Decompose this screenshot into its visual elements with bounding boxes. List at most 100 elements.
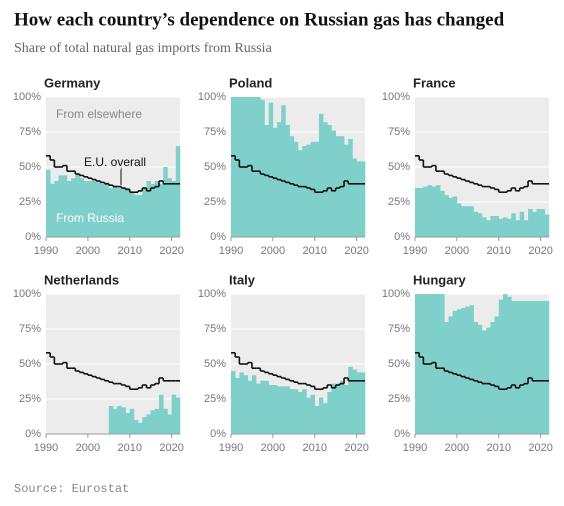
russia-share-bar [444,322,449,434]
y-tick-label: 75% [388,323,410,335]
x-tick-label: 2000 [445,442,469,454]
russia-share-bar [293,141,299,237]
y-tick-label: 100% [382,288,410,300]
russia-share-bar [494,316,500,434]
y-tick-label: 100% [382,91,410,103]
russia-share-bar [125,413,131,434]
panel-title: Netherlands [44,272,119,287]
russia-share-bar [71,178,76,237]
y-tick-label: 0% [25,428,41,440]
russia-share-bar [108,406,114,434]
x-tick-label: 1990 [34,245,58,257]
russia-share-bar [469,206,474,237]
russia-share-bar [523,220,529,237]
russia-share-bar [344,385,349,434]
x-tick-label: 2020 [344,442,368,454]
russia-share-bar [171,394,177,434]
x-tick-label: 2020 [528,442,552,454]
page-title: How each country’s dependence on Russian… [14,9,505,30]
russia-share-bar [536,209,541,237]
russia-share-bar [456,309,462,434]
y-tick-label: 0% [394,231,410,243]
x-tick-label: 1990 [219,442,243,454]
russia-share-bar [79,178,84,237]
russia-share-bar [306,397,311,434]
y-tick-label: 100% [13,288,41,300]
russia-share-bar [117,188,122,237]
source: Source: Eurostat [14,482,129,496]
russia-share-bar [486,220,491,237]
panel-title: Hungary [413,272,467,287]
russia-share-bar [171,181,177,237]
russia-share-bar [519,211,525,237]
russia-share-bar [498,299,504,434]
russia-share-bar [528,209,533,237]
russia-share-bar [335,383,341,434]
y-tick-label: 100% [13,91,41,103]
x-tick-label: 2000 [261,442,285,454]
y-tick-label: 25% [388,393,410,405]
y-tick-label: 0% [394,428,410,440]
y-tick-label: 75% [19,323,41,335]
russia-share-bar [465,206,470,237]
russia-share-bar [268,102,274,237]
x-tick-label: 1990 [403,245,427,257]
panel-title: Germany [44,75,101,90]
russia-share-bar [268,385,274,434]
russia-share-bar [502,217,508,237]
russia-share-bar [298,392,303,434]
x-tick-label: 2020 [159,245,183,257]
x-tick-label: 2000 [76,442,100,454]
russia-share-bar [264,125,269,237]
russia-share-bar [108,188,114,237]
russia-share-bar [100,183,105,237]
russia-share-bar [62,175,68,237]
russia-share-bar [532,211,537,237]
russia-share-bar [281,105,286,238]
x-tick-label: 2000 [445,245,469,257]
russia-share-bar [511,213,516,237]
x-tick-label: 1990 [403,442,427,454]
x-tick-label: 2010 [487,245,511,257]
russia-share-bar [419,188,424,237]
annotation: From elsewhere [56,107,142,121]
russia-share-bar [502,294,508,434]
russia-share-bar [75,174,80,237]
russia-share-bar [289,136,295,237]
russia-share-bar [231,97,236,237]
russia-share-bar [138,195,143,237]
russia-share-bar [154,408,160,434]
russia-share-bar [50,183,55,237]
russia-share-bar [260,380,265,434]
russia-share-bar [159,183,164,237]
russia-share-bar [494,216,500,237]
russia-share-bar [473,211,479,237]
russia-share-bar [243,375,249,434]
russia-share-bar [339,380,345,434]
russia-share-bar [121,188,126,237]
russia-share-bar [146,181,151,237]
russia-share-bar [515,220,520,237]
russia-share-bar [348,366,353,434]
russia-share-bar [536,301,541,434]
y-tick-label: 25% [388,196,410,208]
russia-share-bar [54,181,59,237]
russia-share-bar [335,136,341,237]
y-tick-label: 100% [198,288,226,300]
russia-share-bar [423,186,428,237]
russia-share-bar [507,218,512,237]
russia-share-bar [448,197,453,237]
russia-share-bar [58,175,64,237]
russia-share-bar [117,406,122,434]
x-tick-label: 2020 [344,245,368,257]
russia-share-bar [528,301,533,434]
russia-share-bar [440,190,445,237]
russia-share-bar [507,296,512,434]
russia-share-bar [448,316,453,434]
russia-share-bar [318,113,324,237]
russia-share-bar [167,178,172,237]
y-tick-label: 25% [19,393,41,405]
russia-share-bar [477,324,483,434]
russia-share-bar [544,301,550,434]
russia-share-bar [66,181,72,237]
